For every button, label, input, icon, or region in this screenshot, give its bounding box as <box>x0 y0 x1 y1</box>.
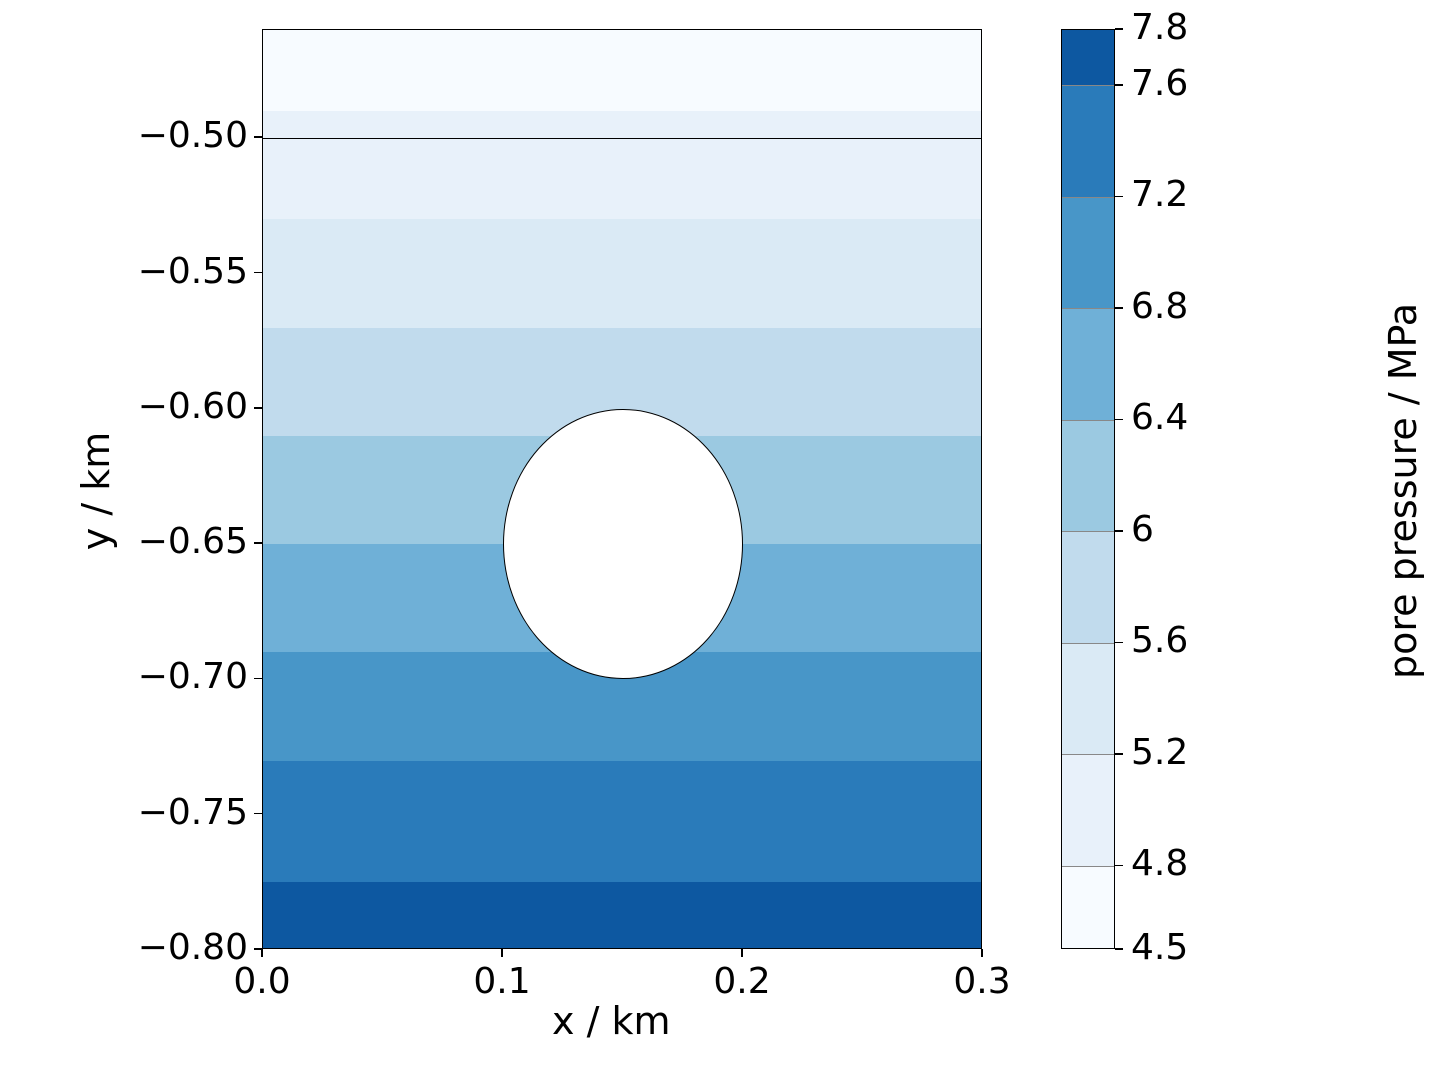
pressure-band <box>263 219 981 327</box>
y-tick-label: −0.65 <box>138 521 248 562</box>
colorbar-tick-label: 6 <box>1131 509 1154 550</box>
colorbar-band <box>1062 420 1114 532</box>
colorbar-tick-label: 6.4 <box>1131 397 1188 438</box>
colorbar-tick-label: 7.8 <box>1131 7 1188 48</box>
pressure-band <box>263 111 981 219</box>
y-tick-mark <box>254 813 262 815</box>
circle-void <box>503 409 743 680</box>
colorbar-tick-label: 5.2 <box>1131 732 1188 773</box>
pressure-band <box>263 761 981 883</box>
colorbar-separator <box>1062 643 1114 644</box>
y-tick-label: −0.50 <box>138 115 248 156</box>
colorbar-band <box>1062 643 1114 755</box>
colorbar-tick-label: 6.8 <box>1131 286 1188 327</box>
x-tick-mark <box>501 949 503 957</box>
y-tick-label: −0.70 <box>138 656 248 697</box>
y-tick-label: −0.60 <box>138 386 248 427</box>
colorbar-band <box>1062 30 1114 86</box>
colorbar-tick-mark <box>1115 948 1123 950</box>
main-plot-area <box>262 29 982 949</box>
colorbar-band <box>1062 86 1114 198</box>
x-tick-label: 0.3 <box>952 961 1012 1002</box>
x-tick-mark <box>741 949 743 957</box>
colorbar-tick-mark <box>1115 642 1123 644</box>
colorbar-band <box>1062 755 1114 867</box>
colorbar-label: pore pressure / MPa <box>1381 303 1425 679</box>
y-tick-label: −0.55 <box>138 251 248 292</box>
colorbar-separator <box>1062 197 1114 198</box>
x-tick-mark <box>261 949 263 957</box>
x-tick-label: 0.2 <box>712 961 772 1002</box>
colorbar-tick-mark <box>1115 84 1123 86</box>
x-tick-label: 0.0 <box>232 961 292 1002</box>
pressure-band <box>263 30 981 111</box>
colorbar <box>1061 29 1115 949</box>
colorbar-tick-mark <box>1115 865 1123 867</box>
colorbar-tick-mark <box>1115 419 1123 421</box>
colorbar-tick-label: 4.8 <box>1131 843 1188 884</box>
colorbar-tick-label: 5.6 <box>1131 620 1188 661</box>
colorbar-band <box>1062 309 1114 421</box>
x-axis-label: x / km <box>552 999 670 1043</box>
colorbar-tick-label: 7.2 <box>1131 174 1188 215</box>
colorbar-separator <box>1062 420 1114 421</box>
colorbar-separator <box>1062 754 1114 755</box>
y-tick-mark <box>254 272 262 274</box>
y-tick-mark <box>254 542 262 544</box>
y-tick-label: −0.75 <box>138 792 248 833</box>
pressure-band <box>263 882 981 949</box>
colorbar-separator <box>1062 866 1114 867</box>
colorbar-band <box>1062 197 1114 309</box>
colorbar-tick-mark <box>1115 530 1123 532</box>
colorbar-band <box>1062 866 1114 949</box>
colorbar-tick-label: 7.6 <box>1131 63 1188 104</box>
contour-line <box>263 138 981 139</box>
y-tick-mark <box>254 678 262 680</box>
colorbar-tick-mark <box>1115 753 1123 755</box>
colorbar-band <box>1062 532 1114 644</box>
y-tick-mark <box>254 136 262 138</box>
x-tick-label: 0.1 <box>472 961 532 1002</box>
colorbar-separator <box>1062 531 1114 532</box>
x-tick-mark <box>981 949 983 957</box>
chart-container: −0.50−0.55−0.60−0.65−0.70−0.75−0.80 0.00… <box>0 0 1447 1080</box>
colorbar-separator <box>1062 308 1114 309</box>
colorbar-tick-label: 4.5 <box>1131 927 1188 968</box>
colorbar-tick-mark <box>1115 28 1123 30</box>
colorbar-separator <box>1062 85 1114 86</box>
y-tick-mark <box>254 407 262 409</box>
y-axis-label: y / km <box>74 432 118 550</box>
colorbar-tick-mark <box>1115 307 1123 309</box>
colorbar-tick-mark <box>1115 196 1123 198</box>
